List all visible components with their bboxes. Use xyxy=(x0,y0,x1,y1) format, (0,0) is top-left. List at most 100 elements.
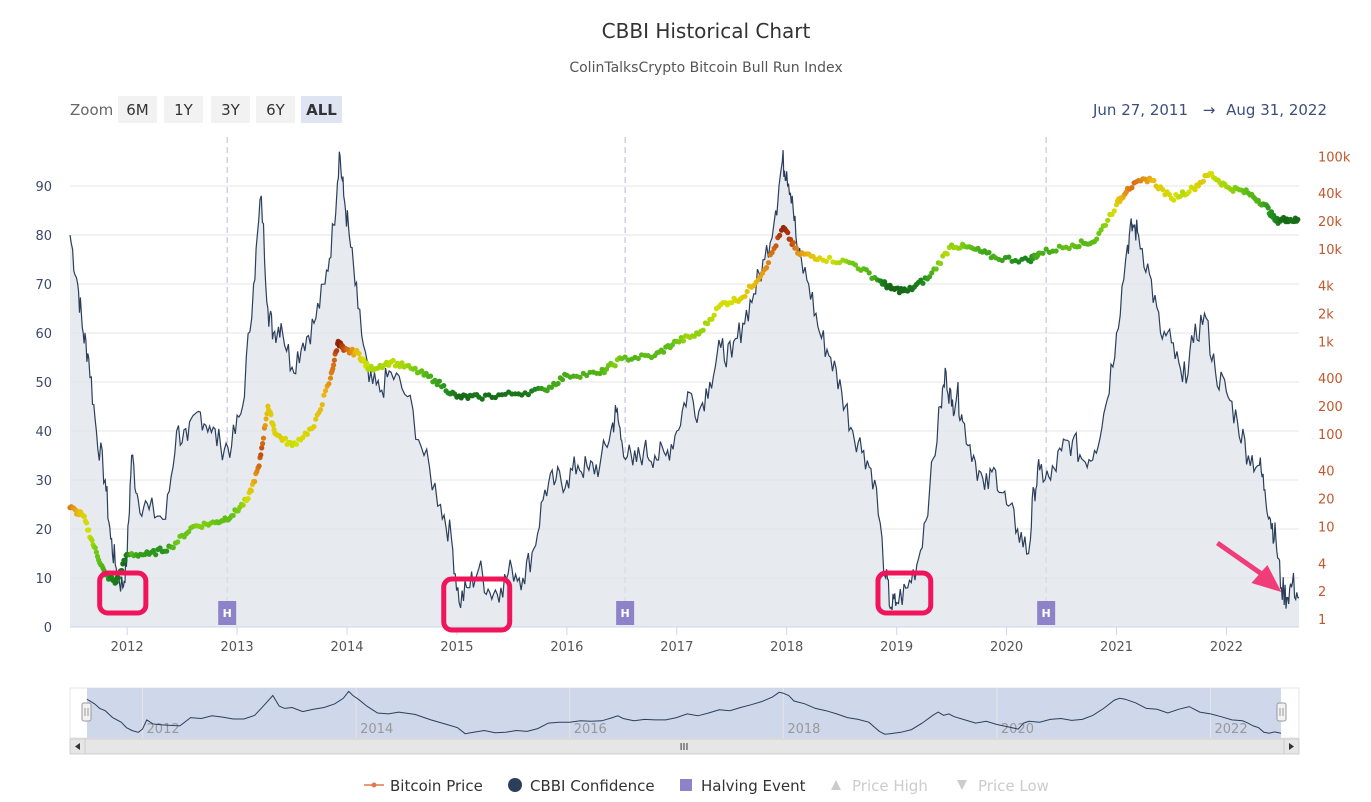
bitcoin-price-point xyxy=(1066,245,1072,252)
bitcoin-price-point xyxy=(262,423,268,429)
bitcoin-price-point xyxy=(920,280,926,286)
bitcoin-price-point xyxy=(248,488,254,494)
y-left-tick-label: 60 xyxy=(35,327,52,342)
legend-item-price-high[interactable]: Price High xyxy=(831,777,928,795)
bitcoin-price-point xyxy=(83,520,90,526)
navigator-x-label: 2014 xyxy=(360,722,393,737)
bitcoin-price-point xyxy=(1160,186,1166,193)
bitcoin-price-point xyxy=(150,547,157,554)
chart-title: CBBI Historical Chart xyxy=(602,19,811,43)
bitcoin-price-point xyxy=(399,360,405,366)
halving-event-label: H xyxy=(1042,607,1051,620)
square-icon xyxy=(680,779,692,791)
bitcoin-price-point xyxy=(676,339,682,345)
bitcoin-price-point xyxy=(1102,222,1109,228)
bitcoin-price-point xyxy=(364,360,370,366)
halving-event-marker[interactable] xyxy=(616,601,635,625)
bitcoin-price-point xyxy=(326,381,332,387)
halving-event-marker[interactable] xyxy=(1037,601,1056,625)
bitcoin-price-point xyxy=(1111,208,1117,214)
bitcoin-price-point xyxy=(765,260,772,266)
halving-event-label: H xyxy=(621,607,630,620)
bitcoin-price-point xyxy=(331,362,337,368)
legend-item-cbbi-confidence[interactable]: CBBI Confidence xyxy=(508,777,655,795)
bitcoin-price-point xyxy=(597,370,603,377)
bitcoin-price-point xyxy=(612,363,618,369)
bitcoin-price-point xyxy=(1192,187,1198,193)
x-tick-label: 2015 xyxy=(440,640,473,655)
bitcoin-price-point xyxy=(1177,193,1183,199)
bitcoin-price-point xyxy=(700,327,706,333)
bitcoin-price-point xyxy=(412,365,418,371)
highlight-box xyxy=(97,570,149,616)
bitcoin-price-point xyxy=(186,529,192,535)
halving-event-marker[interactable] xyxy=(218,601,237,625)
zoom-button-1y[interactable]: 1Y xyxy=(164,96,203,123)
bitcoin-price-point xyxy=(1230,188,1236,194)
bitcoin-price-point xyxy=(153,552,159,558)
zoom-button-label: 6Y xyxy=(266,101,286,119)
zoom-button-3y[interactable]: 3Y xyxy=(211,96,250,123)
x-tick-label: 2016 xyxy=(550,640,583,655)
y-right-tick-label: 200 xyxy=(1318,400,1343,415)
annotations xyxy=(97,540,1282,633)
navigator[interactable]: 2012 2014 2016 2018 2020 2022 III xyxy=(69,687,1300,755)
bitcoin-price-point xyxy=(680,338,687,344)
bitcoin-price-point xyxy=(263,416,269,422)
bitcoin-price-point xyxy=(164,548,170,554)
bitcoin-price-point xyxy=(1171,197,1177,203)
zoom-button-6y[interactable]: 6Y xyxy=(256,96,295,123)
y-right-tick-label: 100k xyxy=(1318,150,1351,165)
legend-item-halving-event[interactable]: Halving Event xyxy=(680,777,806,795)
bitcoin-price-point xyxy=(86,527,92,533)
cbbi-confidence-line[interactable] xyxy=(69,150,1300,611)
bitcoin-price-point xyxy=(300,434,306,440)
bitcoin-price-point xyxy=(793,245,799,251)
navigator-series-line xyxy=(86,690,1282,735)
bitcoin-price-point xyxy=(742,293,748,299)
zoom-button-bg xyxy=(301,96,342,123)
y-right-tick-label: 100 xyxy=(1318,428,1343,443)
bitcoin-price-point xyxy=(729,300,735,306)
range-from[interactable]: Jun 27, 2011 xyxy=(1092,101,1188,119)
bitcoin-price-point xyxy=(419,368,425,374)
y-axis-left: 0 10 20 30 40 50 60 70 80 90 xyxy=(35,180,52,636)
navigator-selection[interactable] xyxy=(87,688,1281,738)
bitcoin-price-point xyxy=(268,412,274,418)
zoom-button-6m[interactable]: 6M xyxy=(118,96,157,123)
bitcoin-price-point xyxy=(441,383,447,389)
bitcoin-price-point xyxy=(1151,177,1157,184)
range-to[interactable]: Aug 31, 2022 xyxy=(1226,101,1327,119)
x-tick-label: 2020 xyxy=(990,640,1023,655)
y-right-tick-label: 10k xyxy=(1318,243,1343,258)
y-right-tick-label: 1k xyxy=(1318,335,1334,350)
bitcoin-price-point xyxy=(577,374,583,380)
bitcoin-price-point xyxy=(349,346,355,352)
navigator-handle-left[interactable] xyxy=(81,702,92,722)
bitcoin-price-point xyxy=(170,545,176,551)
bitcoin-price-point xyxy=(428,373,434,379)
bitcoin-price-point xyxy=(260,435,267,441)
bitcoin-price-point xyxy=(321,392,327,398)
legend-label: Bitcoin Price xyxy=(390,777,483,795)
date-range: Jun 27, 2011 → Aug 31, 2022 xyxy=(1092,101,1327,119)
halving-lines xyxy=(226,137,1047,627)
bitcoin-price-point xyxy=(1129,185,1135,191)
legend-item-price-low[interactable]: Price Low xyxy=(957,777,1049,795)
bitcoin-price-point xyxy=(259,445,265,451)
zoom-button-all[interactable]: ALL xyxy=(301,96,342,123)
bitcoin-price-point xyxy=(525,392,532,398)
bitcoin-price-point xyxy=(92,545,98,551)
bitcoin-price-point xyxy=(933,266,939,272)
bitcoin-price-point xyxy=(548,384,555,390)
navigator-handle-right[interactable] xyxy=(1276,702,1287,722)
legend-item-bitcoin-price[interactable]: Bitcoin Price xyxy=(364,777,483,795)
bitcoin-price-point xyxy=(356,351,362,357)
bitcoin-price-point xyxy=(230,512,236,519)
bitcoin-price-point xyxy=(293,441,300,447)
navigator-x-label: 2018 xyxy=(787,722,820,737)
x-tick-label: 2017 xyxy=(660,640,693,655)
bitcoin-price-series[interactable] xyxy=(67,171,1301,586)
bitcoin-price-point xyxy=(282,435,289,441)
bitcoin-price-point xyxy=(245,496,251,502)
